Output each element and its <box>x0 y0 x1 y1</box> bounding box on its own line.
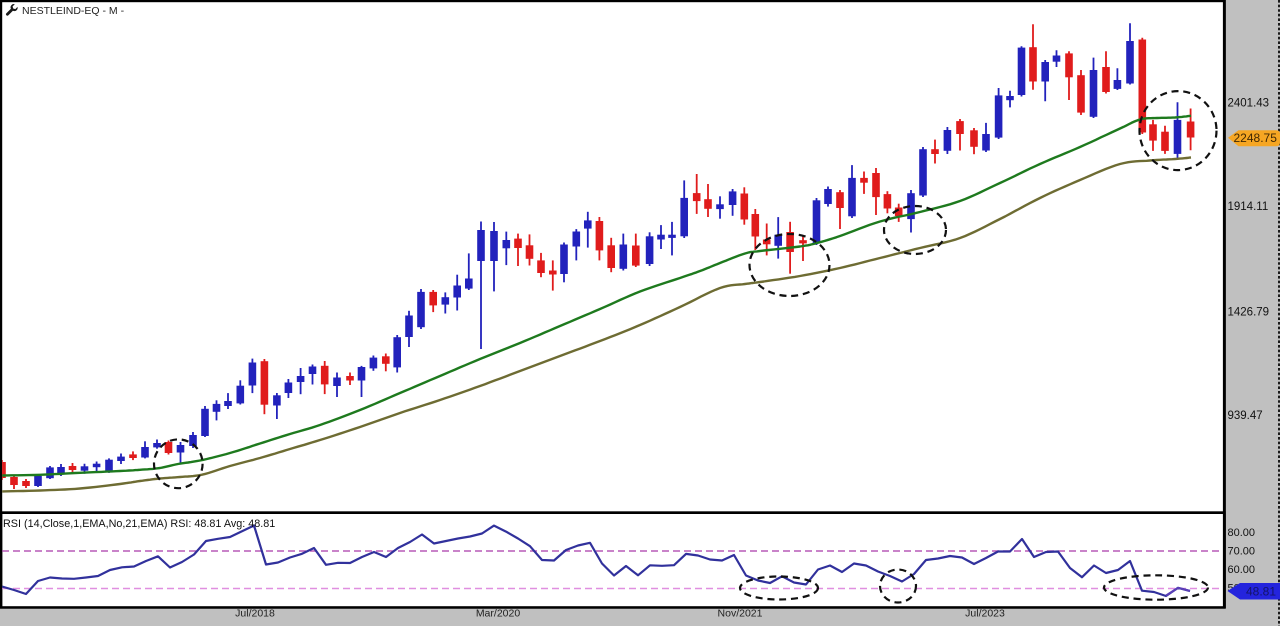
svg-text:70.00: 70.00 <box>1228 546 1256 558</box>
svg-text:939.47: 939.47 <box>1228 410 1263 422</box>
svg-text:48.81: 48.81 <box>1246 585 1276 599</box>
svg-text:2248.75: 2248.75 <box>1234 131 1278 145</box>
svg-text:1914.11: 1914.11 <box>1228 201 1269 213</box>
svg-text:60.00: 60.00 <box>1228 564 1256 576</box>
svg-text:80.00: 80.00 <box>1228 527 1256 539</box>
svg-text:Jul/2018: Jul/2018 <box>235 607 275 619</box>
svg-text:Mar/2020: Mar/2020 <box>476 607 521 619</box>
svg-text:Jul/2023: Jul/2023 <box>965 607 1005 619</box>
svg-text:NESTLEIND-EQ - M -: NESTLEIND-EQ - M - <box>22 5 125 17</box>
svg-text:RSI (14,Close,1,EMA,No,21,EMA): RSI (14,Close,1,EMA,No,21,EMA) RSI: 48.8… <box>3 518 275 530</box>
svg-text:1426.79: 1426.79 <box>1228 307 1270 319</box>
svg-text:Nov/2021: Nov/2021 <box>718 607 763 619</box>
svg-text:2401.43: 2401.43 <box>1228 98 1270 110</box>
